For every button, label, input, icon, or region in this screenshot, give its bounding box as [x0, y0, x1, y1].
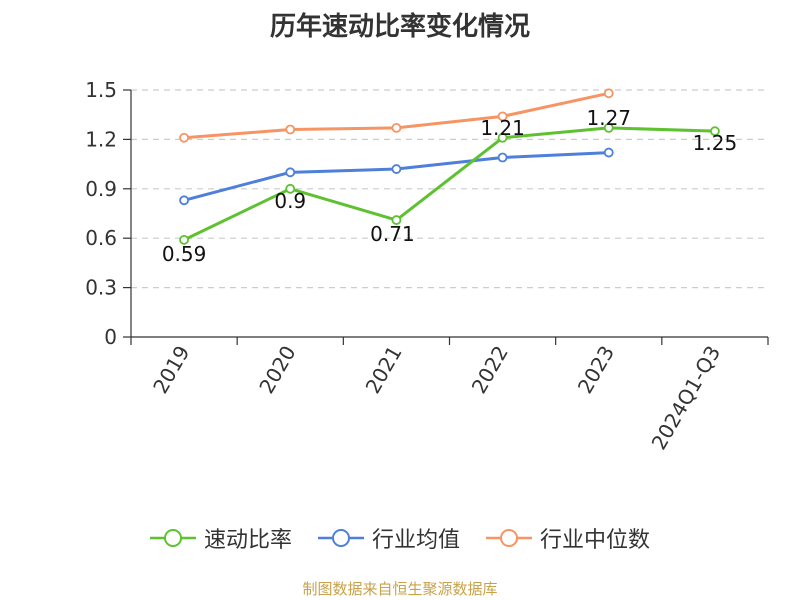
- legend-swatch-icon: [317, 529, 364, 547]
- data-point[interactable]: [497, 152, 508, 163]
- y-tick-label: 0.3: [85, 276, 117, 300]
- y-tick-label: 1.2: [85, 127, 117, 151]
- data-point[interactable]: [603, 122, 614, 133]
- y-tick-label: 1.5: [85, 78, 117, 102]
- y-tick-label: 0: [104, 325, 117, 349]
- legend-swatch-icon: [486, 529, 532, 547]
- legend-item-industry-mean[interactable]: 行业均值: [317, 522, 460, 554]
- data-point[interactable]: [391, 122, 402, 133]
- legend: 速动比率 行业均值 行业中位数: [0, 520, 800, 556]
- grid-lines: [131, 89, 768, 289]
- data-label: 0.59: [162, 242, 207, 266]
- data-point[interactable]: [285, 124, 296, 135]
- series-line-1: [183, 151, 609, 202]
- data-point[interactable]: [179, 234, 189, 245]
- series-lines: [179, 88, 720, 245]
- x-tick-label: 2019: [148, 342, 194, 398]
- legend-swatch-icon: [149, 529, 196, 547]
- data-label: 0.71: [370, 222, 415, 246]
- x-tick-label: 2022: [467, 342, 513, 398]
- data-label: 1.27: [586, 106, 631, 130]
- data-point[interactable]: [179, 195, 189, 206]
- data-point[interactable]: [603, 147, 614, 158]
- legend-item-industry-median[interactable]: 行业中位数: [486, 522, 650, 554]
- data-point[interactable]: [497, 111, 508, 122]
- data-point[interactable]: [391, 164, 402, 174]
- chart-title: 历年速动比率变化情况: [269, 12, 530, 42]
- data-label: 1.21: [480, 116, 525, 140]
- data-point[interactable]: [179, 132, 189, 143]
- source-note: 制图数据来自恒生聚源数据库: [302, 580, 498, 598]
- data-point[interactable]: [285, 183, 296, 194]
- legend-label: 行业中位数: [540, 528, 651, 553]
- data-point[interactable]: [497, 132, 508, 143]
- series-line-0: [183, 126, 715, 242]
- data-labels: 0.59 0.9 0.71 1.21 1.27 1.25: [162, 106, 737, 266]
- legend-label: 行业均值: [371, 528, 460, 553]
- legend-label: 速动比率: [203, 528, 292, 553]
- data-point[interactable]: [391, 215, 402, 225]
- legend-item-quick-ratio[interactable]: 速动比率: [149, 522, 292, 554]
- data-point[interactable]: [285, 167, 296, 178]
- data-label: 0.9: [274, 189, 306, 213]
- x-tick-label: 2021: [361, 342, 407, 398]
- x-tick-label: 2023: [573, 342, 619, 398]
- y-tick-label: 0.9: [85, 177, 117, 201]
- y-tick-label: 0.6: [85, 226, 117, 250]
- data-point[interactable]: [603, 88, 614, 99]
- data-label: 1.25: [693, 131, 738, 155]
- x-tick-label: 2020: [254, 342, 300, 398]
- data-point[interactable]: [710, 126, 720, 137]
- x-tick-label: 2024Q1-Q3: [647, 342, 726, 454]
